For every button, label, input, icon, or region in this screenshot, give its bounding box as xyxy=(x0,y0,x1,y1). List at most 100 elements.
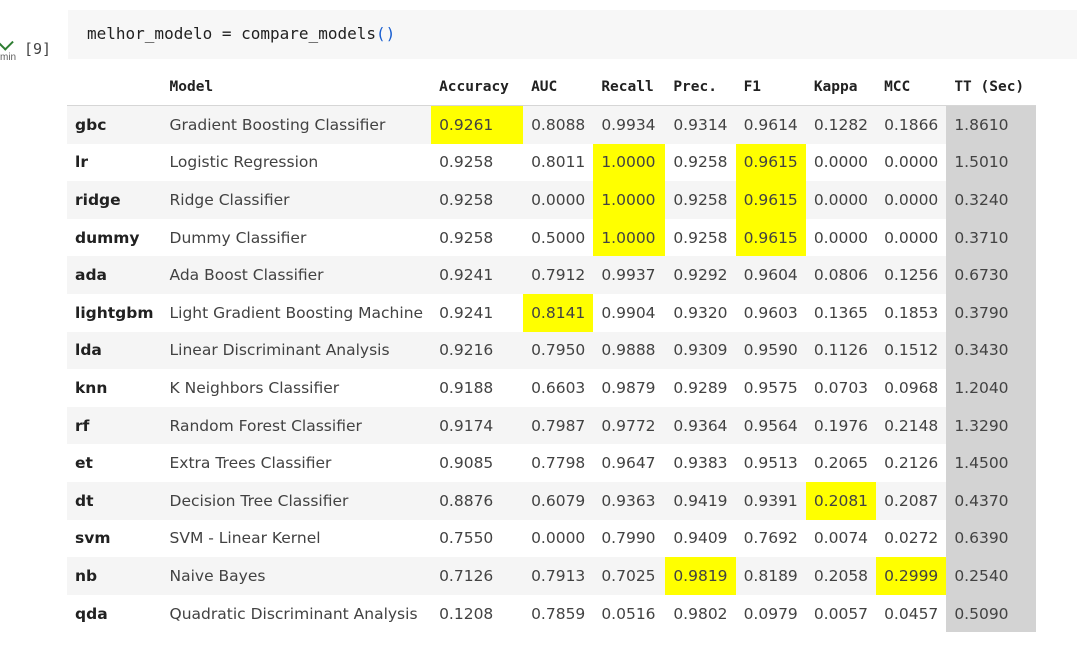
row-index: svm xyxy=(67,519,162,558)
prec-cell: 0.9258 xyxy=(665,218,736,257)
mcc-cell: 0.0000 xyxy=(876,181,947,219)
recall-cell: 0.9937 xyxy=(593,256,666,294)
row-index: qda xyxy=(67,594,162,633)
table-row: ada Ada Boost Classifier 0.9241 0.7912 0.993… xyxy=(67,256,1037,294)
auc-cell: 0.5000 xyxy=(523,218,594,257)
kappa-cell: 0.2058 xyxy=(805,557,877,595)
recall-cell: 0.9879 xyxy=(593,369,666,407)
table-row: lightgbm Light Gradient Boosting Machine 0… xyxy=(67,293,1037,332)
f1-header: F1 xyxy=(735,68,806,106)
auc-cell: 0.7913 xyxy=(523,557,594,595)
kappa-cell: 0.2065 xyxy=(805,444,877,482)
table-row: rf Random Forest Classifier 0.9174 0.7987 0.… xyxy=(67,406,1037,445)
tt-cell: 1.3290 xyxy=(946,406,1037,445)
tt-cell: 0.3710 xyxy=(946,218,1037,257)
tt-cell: 1.4500 xyxy=(946,444,1037,482)
model-name-cell: Naive Bayes xyxy=(161,557,432,595)
accuracy-cell: 0.9174 xyxy=(431,406,524,445)
recall-cell: 0.9363 xyxy=(593,481,666,520)
model-name-cell: Linear Discriminant Analysis xyxy=(161,331,432,370)
mcc-header: MCC xyxy=(876,68,947,106)
table-row: knn K Neighbors Classifier 0.9188 0.6603 0.9… xyxy=(67,369,1037,407)
tt-cell: 0.3790 xyxy=(946,293,1037,332)
prec-cell: 0.9409 xyxy=(665,519,736,558)
model-header: Model xyxy=(161,68,432,106)
execution-count[interactable]: [9] xyxy=(24,40,52,58)
kappa-cell: 0.0703 xyxy=(805,369,877,407)
f1-cell: 0.9615 xyxy=(735,181,806,219)
tt-cell: 1.8610 xyxy=(946,105,1037,144)
prec-cell: 0.9364 xyxy=(665,406,736,445)
run-time: min xyxy=(0,52,17,63)
results-table: Model Accuracy AUC Recall Prec. F1 Kappa MCC TT … xyxy=(67,68,1037,633)
kappa-cell: 0.0000 xyxy=(805,143,877,182)
accuracy-cell: 0.7550 xyxy=(431,519,524,558)
f1-cell: 0.0979 xyxy=(735,594,806,633)
kappa-cell: 0.1365 xyxy=(805,293,877,332)
recall-cell: 1.0000 xyxy=(593,143,666,182)
table-body: gbc Gradient Boosting Classifier 0.9261 0.8… xyxy=(67,105,1037,633)
row-index: dt xyxy=(67,481,162,520)
code-line[interactable]: melhor_modelo = compare_models() xyxy=(87,24,395,43)
prec-cell: 0.9419 xyxy=(665,481,736,520)
recall-cell: 0.9904 xyxy=(593,293,666,332)
model-name-cell: Light Gradient Boosting Machine xyxy=(161,293,432,332)
f1-cell: 0.8189 xyxy=(735,557,806,595)
recall-cell: 0.9647 xyxy=(593,444,666,482)
kappa-cell: 0.1282 xyxy=(805,105,877,144)
row-index: knn xyxy=(67,369,162,407)
code-editor[interactable]: melhor_modelo = compare_models() xyxy=(68,10,1077,59)
table-row: nb Naive Bayes 0.7126 0.7913 0.7025 0.9819 0.8… xyxy=(67,557,1037,595)
row-index: ridge xyxy=(67,181,162,219)
model-name-cell: Quadratic Discriminant Analysis xyxy=(161,594,432,633)
accuracy-cell: 0.7126 xyxy=(431,557,524,595)
mcc-cell: 0.0457 xyxy=(876,594,947,633)
prec-cell: 0.9292 xyxy=(665,256,736,294)
recall-cell: 0.9772 xyxy=(593,406,666,445)
table-row: ridge Ridge Classifier 0.9258 0.0000 1.0000 0… xyxy=(67,181,1037,219)
kappa-cell: 0.0057 xyxy=(805,594,877,633)
model-name-cell: Ridge Classifier xyxy=(161,181,432,219)
kappa-cell: 0.2081 xyxy=(805,481,877,520)
auc-cell: 0.7798 xyxy=(523,444,594,482)
model-name-cell: Extra Trees Classifier xyxy=(161,444,432,482)
mcc-cell: 0.2126 xyxy=(876,444,947,482)
table-row: gbc Gradient Boosting Classifier 0.9261 0.8… xyxy=(67,105,1037,144)
row-index: ada xyxy=(67,256,162,294)
prec-cell: 0.9314 xyxy=(665,105,736,144)
auc-cell: 0.8141 xyxy=(523,293,594,332)
mcc-cell: 0.1256 xyxy=(876,256,947,294)
auc-cell: 0.6079 xyxy=(523,481,594,520)
kappa-cell: 0.0000 xyxy=(805,181,877,219)
f1-cell: 0.9614 xyxy=(735,105,806,144)
tt-cell: 0.6730 xyxy=(946,256,1037,294)
auc-cell: 0.0000 xyxy=(523,519,594,558)
model-name-cell: Gradient Boosting Classifier xyxy=(161,105,432,144)
prec-header: Prec. xyxy=(665,68,736,106)
auc-cell: 0.7987 xyxy=(523,406,594,445)
auc-cell: 0.7950 xyxy=(523,331,594,370)
accuracy-cell: 0.9258 xyxy=(431,218,524,257)
row-index: et xyxy=(67,444,162,482)
mcc-cell: 0.1853 xyxy=(876,293,947,332)
tt-cell: 0.5090 xyxy=(946,594,1037,633)
row-index: rf xyxy=(67,406,162,445)
f1-cell: 0.9564 xyxy=(735,406,806,445)
kappa-cell: 0.1126 xyxy=(805,331,877,370)
model-name-cell: Decision Tree Classifier xyxy=(161,481,432,520)
table-row: lda Linear Discriminant Analysis 0.9216 0.7… xyxy=(67,331,1037,370)
accuracy-cell: 0.9188 xyxy=(431,369,524,407)
f1-cell: 0.9513 xyxy=(735,444,806,482)
kappa-cell: 0.0000 xyxy=(805,218,877,257)
kappa-cell: 0.0806 xyxy=(805,256,877,294)
tt-header: TT (Sec) xyxy=(946,68,1037,106)
mcc-cell: 0.1866 xyxy=(876,105,947,144)
tt-cell: 0.2540 xyxy=(946,557,1037,595)
accuracy-cell: 0.9258 xyxy=(431,143,524,182)
accuracy-cell: 0.9261 xyxy=(431,105,524,144)
accuracy-cell: 0.9216 xyxy=(431,331,524,370)
row-index: lda xyxy=(67,331,162,370)
table-row: lr Logistic Regression 0.9258 0.8011 1.0000 0… xyxy=(67,143,1037,182)
row-index: nb xyxy=(67,557,162,595)
model-name-cell: Logistic Regression xyxy=(161,143,432,182)
